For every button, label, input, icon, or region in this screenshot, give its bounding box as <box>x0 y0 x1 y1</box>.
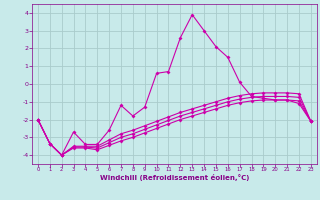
X-axis label: Windchill (Refroidissement éolien,°C): Windchill (Refroidissement éolien,°C) <box>100 174 249 181</box>
